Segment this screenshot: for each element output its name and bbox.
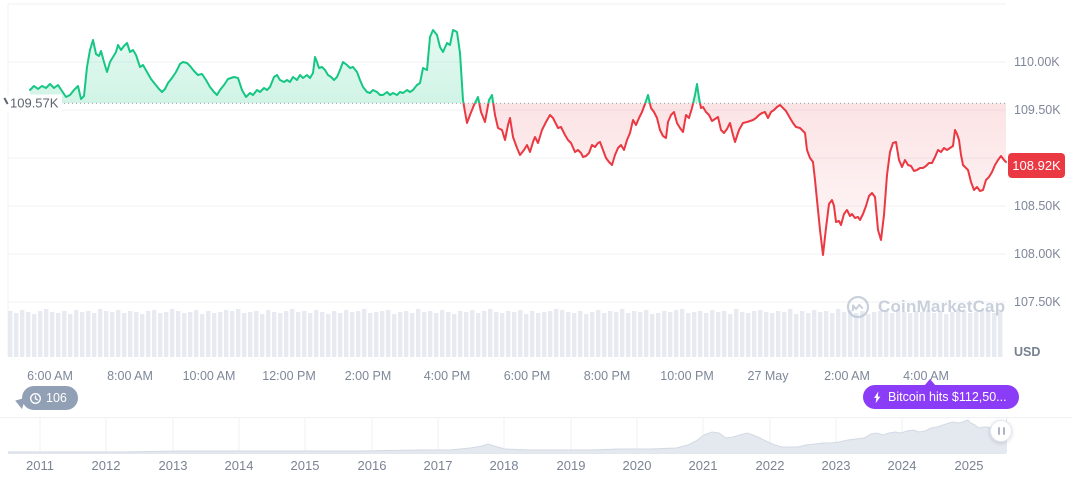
time-axis-label: 2:00 PM <box>344 369 392 383</box>
handle-grip-icon <box>1002 427 1005 435</box>
range-selector-chart[interactable] <box>0 417 1072 454</box>
year-label-2023[interactable]: 2023 <box>821 458 851 473</box>
year-label-2016[interactable]: 2016 <box>357 458 387 473</box>
events-count-badge[interactable]: 106 <box>22 386 78 410</box>
baseline-tick-icon <box>3 97 9 105</box>
watermark-text: CoinMarketCap <box>878 297 1006 316</box>
price-axis-label: 108.50K <box>1014 199 1061 213</box>
news-annotation-text: Bitcoin hits $112,50... <box>888 390 1007 404</box>
time-axis-label: 10:00 PM <box>660 369 714 383</box>
volume-bars <box>8 309 1003 357</box>
year-label-2018[interactable]: 2018 <box>489 458 519 473</box>
year-label-2025[interactable]: 2025 <box>954 458 984 473</box>
year-label-2021[interactable]: 2021 <box>688 458 718 473</box>
time-axis-label: 6:00 AM <box>27 369 73 383</box>
year-label-2022[interactable]: 2022 <box>755 458 785 473</box>
time-axis-label: 8:00 AM <box>107 369 153 383</box>
year-label-2013[interactable]: 2013 <box>158 458 188 473</box>
handle-grip-icon <box>997 427 1000 435</box>
clock-history-icon <box>30 392 41 404</box>
time-axis-label: 4:00 PM <box>423 369 471 383</box>
year-label-2014[interactable]: 2014 <box>224 458 254 473</box>
baseline-price-label: 109.57K <box>3 94 63 112</box>
time-axis-label: 6:00 PM <box>503 369 551 383</box>
events-count: 106 <box>46 391 67 405</box>
price-axis-unit: USD <box>1014 345 1041 359</box>
time-axis-label: 27 May <box>747 369 789 383</box>
time-axis-label: 4:00 AM <box>903 369 949 383</box>
time-axis-label: 12:00 PM <box>262 369 316 383</box>
coinmarketcap-watermark: CoinMarketCap <box>846 295 1005 319</box>
year-label-2017[interactable]: 2017 <box>423 458 453 473</box>
news-annotation-badge[interactable]: Bitcoin hits $112,50... <box>863 379 1019 409</box>
year-label-2024[interactable]: 2024 <box>887 458 917 473</box>
price-axis-label: 109.50K <box>1014 103 1061 117</box>
year-label-2020[interactable]: 2020 <box>622 458 652 473</box>
time-axis-label: 2:00 AM <box>824 369 870 383</box>
price-axis-label: 110.00K <box>1014 55 1060 69</box>
current-price-value: 108.92K <box>1012 158 1061 173</box>
price-axis-label: 107.50K <box>1014 295 1061 309</box>
baseline-price-value: 109.57K <box>10 95 59 111</box>
time-axis-label: 8:00 PM <box>583 369 631 383</box>
coinmarketcap-logo-icon <box>846 295 870 319</box>
year-label-2011[interactable]: 2011 <box>26 458 54 473</box>
range-drag-handle[interactable] <box>990 420 1012 442</box>
current-price-badge: 108.92K <box>1008 153 1065 178</box>
year-label-2015[interactable]: 2015 <box>290 458 320 473</box>
year-label-2012[interactable]: 2012 <box>91 458 121 473</box>
time-axis-label: 10:00 AM <box>182 369 236 383</box>
price-axis-label: 108.00K <box>1014 247 1061 261</box>
price-line-series <box>8 29 1007 256</box>
year-label-2019[interactable]: 2019 <box>556 458 586 473</box>
lightning-icon <box>874 391 881 403</box>
